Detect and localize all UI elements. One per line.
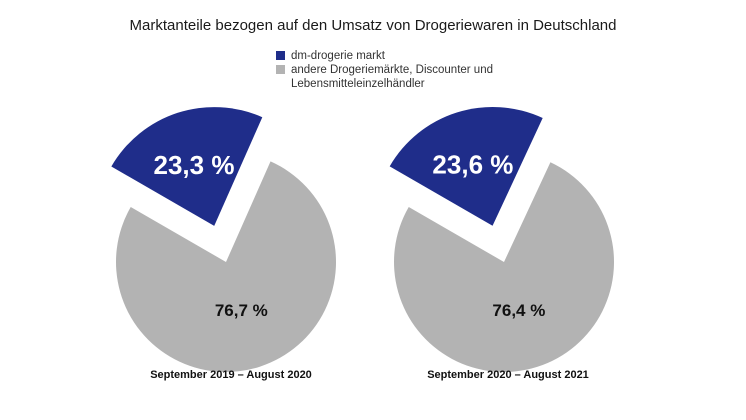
legend-label-other: andere Drogeriemärkte, Discounter und Le… <box>291 64 493 90</box>
pie-1-slice-0-label: 23,6 % <box>432 150 513 180</box>
legend: dm-drogerie markt andere Drogeriemärkte,… <box>276 49 531 91</box>
legend-item-other: andere Drogeriemärkte, Discounter und Le… <box>276 63 531 91</box>
pie-1-slice-1-label: 76,4 % <box>492 301 545 320</box>
period-label-2019-2020: September 2019 – August 2020 <box>150 369 312 381</box>
period-label-2020-2021: September 2020 – August 2021 <box>427 369 589 381</box>
legend-swatch-dm <box>276 51 285 60</box>
pie-0-slice-0-label: 23,3 % <box>154 150 235 180</box>
chart-title: Marktanteile bezogen auf den Umsatz von … <box>129 17 617 34</box>
pie-0-slice-0 <box>111 107 263 226</box>
pie-1-slice-1 <box>394 162 615 372</box>
pie-0-slice-1 <box>116 161 337 373</box>
legend-label-dm: dm-drogerie markt <box>291 50 385 62</box>
pie-0-slice-1-label: 76,7 % <box>215 301 268 320</box>
legend-swatch-other <box>276 65 285 74</box>
legend-item-dm: dm-drogerie markt <box>276 49 531 63</box>
pie-1-slice-0 <box>389 106 543 226</box>
